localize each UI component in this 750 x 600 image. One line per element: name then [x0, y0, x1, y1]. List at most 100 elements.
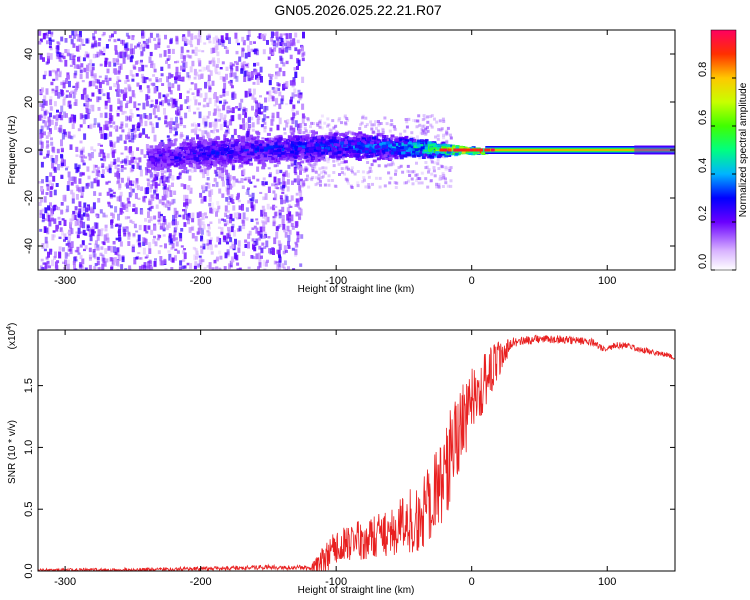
- heatmap-cell: [99, 230, 103, 237]
- heatmap-cell: [40, 107, 44, 111]
- heatmap-cell: [79, 73, 83, 80]
- heatmap-cell: [444, 167, 448, 171]
- heatmap-cell: [95, 169, 99, 176]
- heatmap-cell: [129, 43, 133, 49]
- heatmap-cell: [410, 131, 414, 135]
- heatmap-cell: [150, 103, 154, 108]
- heatmap-cell: [317, 177, 321, 181]
- heatmap-cell: [279, 141, 284, 145]
- heatmap-cell: [168, 235, 172, 243]
- heatmap-cell: [361, 180, 365, 184]
- heatmap-cell: [46, 140, 49, 144]
- heatmap-cell: [124, 158, 128, 164]
- heatmap-cell: [43, 95, 47, 101]
- heatmap-cell: [252, 81, 256, 85]
- heatmap-cell: [74, 70, 78, 76]
- heatmap-cell: [165, 165, 170, 169]
- heatmap-cell: [320, 157, 325, 161]
- heatmap-cell: [191, 92, 195, 95]
- heatmap-cell: [51, 88, 55, 94]
- heatmap-cell: [393, 181, 397, 185]
- heatmap-cell: [285, 33, 289, 40]
- heatmap-cell: [392, 125, 396, 129]
- heatmap-cell: [76, 64, 80, 69]
- heatmap-cell: [222, 235, 226, 242]
- heatmap-cell: [445, 139, 449, 143]
- heatmap-cell: [45, 135, 49, 139]
- heatmap-cell: [127, 201, 131, 204]
- heatmap-cell: [86, 54, 90, 58]
- heatmap-cell: [157, 117, 161, 121]
- heatmap-cell: [97, 171, 101, 177]
- heatmap-cell: [174, 153, 178, 157]
- heatmap-cell: [320, 114, 324, 118]
- heatmap-cell: [113, 141, 117, 144]
- heatmap-cell: [175, 241, 179, 247]
- heatmap-cell: [215, 266, 218, 270]
- heatmap-cell: [65, 113, 68, 118]
- heatmap-cell: [256, 178, 260, 182]
- heatmap-cell: [421, 129, 425, 133]
- heatmap-cell: [53, 167, 57, 173]
- heatmap-cell: [143, 225, 147, 232]
- heatmap-cell: [58, 71, 62, 78]
- heatmap-cell: [176, 151, 181, 155]
- heatmap-cell: [232, 180, 236, 187]
- heatmap-cell: [184, 170, 188, 174]
- heatmap-cell: [55, 54, 59, 60]
- heatmap-cell: [150, 205, 154, 209]
- heatmap-cell: [145, 100, 149, 107]
- heatmap-cell: [203, 212, 207, 216]
- heatmap-cell: [302, 182, 306, 186]
- heatmap-cell: [297, 129, 301, 134]
- heatmap-cell: [218, 238, 222, 245]
- heatmap-cell: [166, 121, 170, 126]
- heatmap-cell: [179, 117, 183, 125]
- heatmap-cell: [66, 166, 70, 169]
- heatmap-cell: [169, 90, 173, 95]
- heatmap-cell: [249, 198, 253, 202]
- heatmap-cell: [116, 136, 120, 143]
- heatmap-cell: [314, 169, 318, 173]
- heatmap-cell: [292, 82, 296, 86]
- heatmap-cell: [160, 66, 164, 71]
- heatmap-cell: [128, 85, 132, 92]
- heatmap-cell: [139, 62, 143, 66]
- heatmap-cell: [283, 132, 287, 135]
- heatmap-cell: [113, 39, 117, 43]
- heatmap-cell: [445, 129, 449, 133]
- heatmap-cell: [100, 133, 104, 139]
- heatmap-cell: [206, 177, 210, 181]
- heatmap-cell: [409, 138, 413, 142]
- heatmap-cell: [340, 161, 344, 164]
- heatmap-cell: [150, 99, 154, 103]
- heatmap-cell: [240, 68, 244, 74]
- heatmap-cell: [108, 35, 112, 39]
- heatmap-cell: [58, 114, 62, 118]
- heatmap-cell: [216, 256, 219, 262]
- heatmap-cell: [282, 71, 286, 77]
- heatmap-cell: [205, 216, 208, 219]
- heatmap-cell: [275, 63, 279, 69]
- heatmap-cell: [264, 97, 267, 103]
- heatmap-cell: [247, 241, 250, 249]
- heatmap-cell: [72, 91, 76, 99]
- heatmap-cell: [99, 112, 103, 118]
- heatmap-cell: [90, 181, 94, 189]
- heatmap-cell: [49, 213, 53, 219]
- heatmap-cell: [340, 171, 344, 175]
- heatmap-cell: [247, 74, 251, 82]
- heatmap-cell: [268, 73, 271, 77]
- heatmap-cell: [203, 196, 207, 202]
- heatmap-cell: [213, 177, 217, 182]
- heatmap-cell: [50, 217, 54, 222]
- heatmap-cell: [108, 77, 112, 81]
- heatmap-cell: [77, 128, 81, 132]
- heatmap-cell: [292, 104, 296, 110]
- heatmap-cell: [41, 105, 45, 108]
- heatmap-cell: [375, 126, 378, 130]
- heatmap-cell: [103, 155, 107, 162]
- heatmap-cell: [105, 124, 109, 130]
- heatmap-cell: [88, 247, 92, 253]
- heatmap-cell: [215, 63, 219, 68]
